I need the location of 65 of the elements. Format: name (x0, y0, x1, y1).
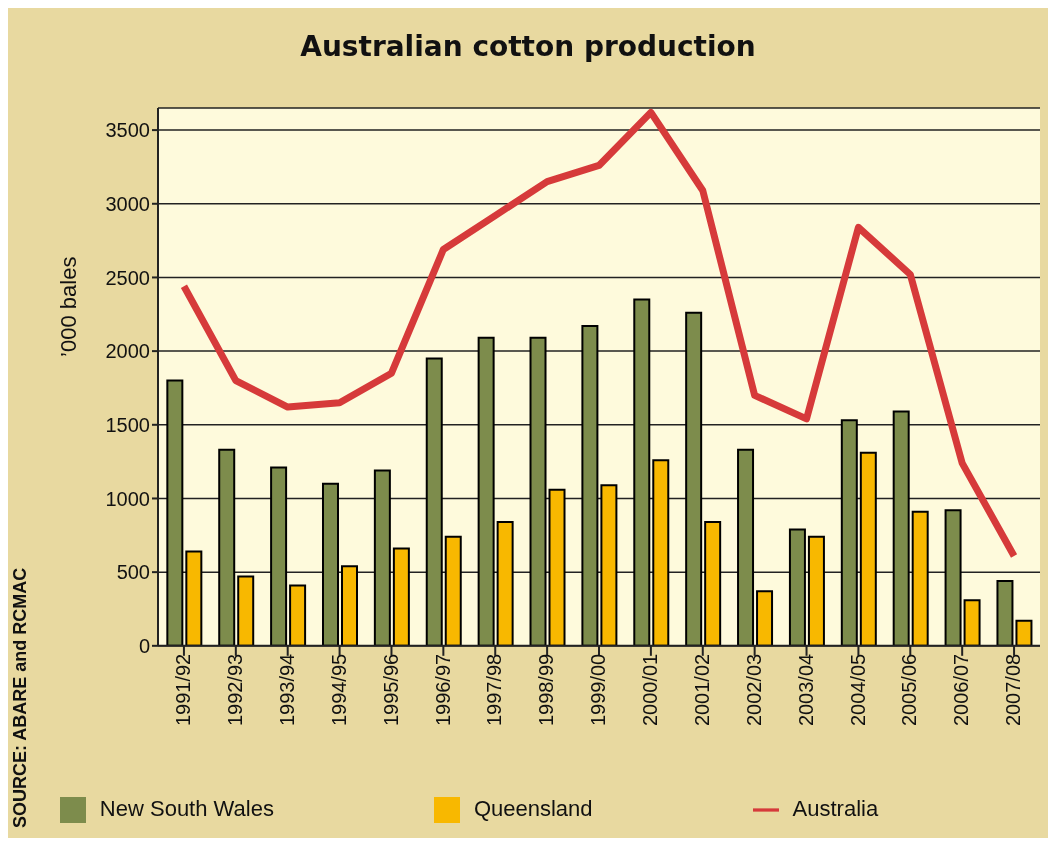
x-tick-label: 1995/96 (379, 653, 402, 727)
bar (392, 547, 410, 646)
y-axis-title: ’000 bales (55, 256, 81, 357)
y-tick-label: 2500 (105, 266, 150, 289)
bar (963, 599, 981, 646)
bar (911, 510, 929, 646)
bar (633, 298, 651, 646)
bar (807, 535, 825, 646)
y-tick-label: 1500 (105, 413, 150, 436)
x-tick-label: 2001/02 (690, 653, 713, 727)
bar (996, 579, 1014, 646)
bar (218, 448, 236, 646)
x-tick-label: 2005/06 (898, 653, 921, 727)
x-tick-label: 1996/97 (431, 653, 454, 727)
bar (840, 419, 858, 646)
x-tick-label: 1999/00 (587, 653, 610, 727)
bar (704, 521, 722, 646)
y-tick-label: 1000 (105, 487, 150, 510)
bar (321, 482, 339, 646)
x-tick-label: 1998/99 (535, 653, 558, 727)
bar (340, 565, 358, 646)
bar (444, 535, 462, 646)
bar (600, 484, 618, 646)
bar (756, 590, 774, 646)
x-tick-label: 1993/94 (275, 653, 298, 727)
x-tick-label: 2007/08 (1002, 653, 1025, 727)
legend-label: Australia (792, 795, 879, 821)
bar (581, 325, 599, 646)
y-tick-label: 3000 (105, 192, 150, 215)
bar (788, 528, 806, 646)
bar (737, 448, 755, 646)
bar (944, 509, 962, 646)
bar (892, 410, 910, 646)
x-tick-label: 2000/01 (639, 653, 662, 727)
chart-title: Australian cotton production (299, 30, 757, 63)
y-tick-label: 500 (116, 561, 150, 584)
bar (477, 336, 495, 646)
y-tick-label: 3500 (105, 119, 150, 142)
x-tick-label: 1992/93 (224, 653, 247, 727)
bar (185, 550, 203, 646)
x-tick-label: 2003/04 (794, 653, 817, 727)
y-tick-label: 2000 (105, 340, 150, 363)
bar (289, 584, 307, 646)
bar (548, 488, 566, 646)
bar (237, 575, 255, 646)
x-tick-label: 1994/95 (327, 653, 350, 727)
bar (1015, 619, 1033, 646)
x-tick-label: 2002/03 (742, 653, 765, 727)
source-note: SOURCE: ABARE and RCMAC (10, 567, 31, 828)
x-tick-label: 2006/07 (950, 653, 973, 727)
bar (529, 336, 547, 646)
bar (859, 451, 877, 646)
bar (166, 379, 184, 646)
bar (496, 521, 514, 646)
bar (425, 357, 443, 646)
bar (270, 466, 288, 646)
x-tick-label: 2004/05 (846, 653, 869, 727)
bar (373, 469, 391, 646)
x-tick-label: 1991/92 (172, 653, 195, 727)
legend-label: New South Wales (99, 795, 274, 821)
legend-label: Queensland (473, 795, 593, 821)
bar (652, 459, 670, 646)
bar (685, 311, 703, 646)
x-tick-label: 1997/98 (483, 653, 506, 727)
y-tick-label: 0 (138, 634, 150, 657)
